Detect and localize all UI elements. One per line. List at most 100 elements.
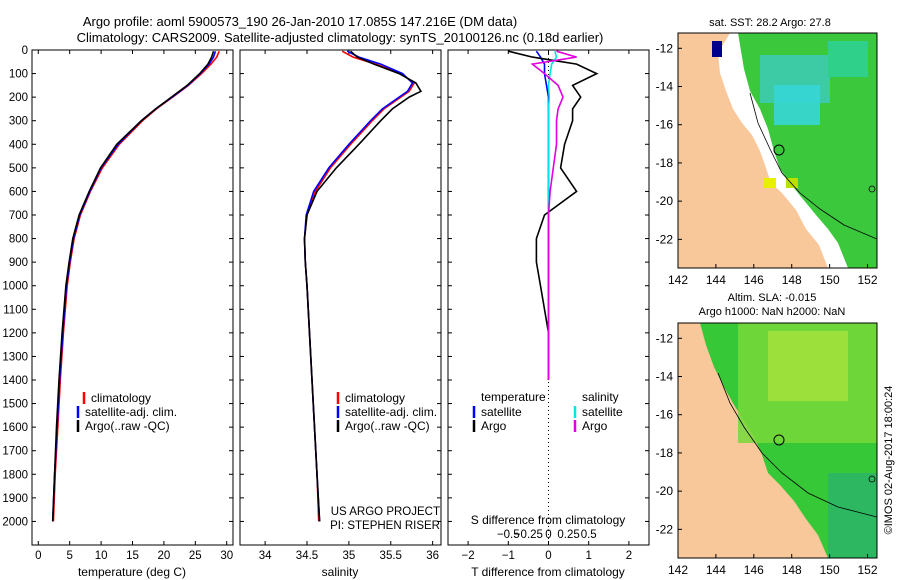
difference-top-xlabel: S difference from climatology [471,513,626,527]
map-x-tick-label: 150 [820,563,840,577]
y-tick-label: 1100 [3,304,28,316]
map-x-tick-label: 148 [782,273,802,287]
map-x-tick-label: 142 [668,563,688,577]
s-tick-label: −0.25 [514,529,543,541]
reef-marker [868,185,876,193]
series-line-climatology [52,50,220,522]
temperature-axes-frame [31,49,234,546]
series-line-temperature-satellite [535,50,550,380]
map-x-tick-label: 142 [668,273,688,287]
difference-legend: temperature salinity satellite Argo sate… [472,390,623,433]
temperature-legend: climatology satellite-adj. clim. Argo(..… [76,391,177,433]
map-x-tick-label: 144 [706,563,726,577]
map-y-tick-label: -22 [656,522,674,536]
x-tick-label: 36 [426,550,439,562]
map-y-tick-label: -12 [656,331,674,345]
sla-map-panel: Altim. SLA: -0.015 Argo h1000: NaN h2000… [656,292,878,577]
legend-s-argo-label: Argo [582,419,608,433]
project-label: US ARGO PROJECT [331,506,440,518]
map-y-tick-label: -16 [656,118,674,132]
y-tick-label: 200 [9,92,28,104]
temperature-xlabel: temperature (deg C) [78,565,186,579]
isobath-1000m [749,92,877,240]
map-y-tick-label: -16 [656,408,674,422]
x-tick-label: 2 [626,550,632,562]
sst-map-frame [677,32,878,269]
map-x-tick-label: 146 [744,273,764,287]
sst-patch-east [828,41,868,77]
y-tick-label: 100 [9,69,28,81]
x-tick-label: 34.5 [296,550,318,562]
y-tick-label: 700 [9,210,28,222]
map-y-tick-label: -20 [656,484,674,498]
x-tick-label: 15 [126,550,139,562]
isobath-1000m [717,372,877,518]
salinity-xlabel: salinity [322,565,359,579]
x-tick-label: 34 [259,550,272,562]
series-line-argo-raw-qc- [303,50,423,522]
sla-map-title-2: Argo h1000: NaN h2000: NaN [699,306,846,318]
series-line-argo-raw-qc- [51,50,215,522]
salinity-panel: 34 34.5 35 35.5 36 salinity climatology sate… [239,49,442,579]
y-tick-label: 500 [9,163,28,175]
salinity-axes-frame [239,49,442,546]
x-tick-label: 10 [95,550,108,562]
legend-t-satellite-label: satellite [481,405,522,419]
y-tick-label: 1600 [2,422,28,434]
map-y-tick-label: -12 [656,41,674,55]
reef-marker [868,475,876,483]
map-y-tick-label: -18 [656,446,674,460]
sst-warm-core [774,85,820,125]
series-line-salinity-argo [530,50,577,380]
legend-salinity-title: salinity [582,390,619,404]
sla-map [678,323,877,558]
series-line-satellite-adj-clim- [51,50,217,522]
series-line-temperature-argo [508,50,599,380]
y-tick-label: 1800 [2,469,28,481]
sla-map-axes: 142 144 146 148 150 152 -12 -14 -16 -18 -20 -22 [656,331,878,577]
map-y-tick-label: -14 [656,79,674,93]
s-tick-label: 0.25 [557,529,579,541]
argo-position-marker [773,144,785,156]
y-tick-label: 1200 [2,328,28,340]
pi-label: PI: STEPHEN RISER [330,520,440,532]
sla-map-frame [677,322,878,559]
y-tick-label: 900 [9,257,28,269]
s-tick-label: 0.5 [581,529,597,541]
map-x-tick-label: 144 [706,273,726,287]
sst-map-title: sat. SST: 28.2 Argo: 27.8 [709,17,831,29]
map-y-tick-label: -18 [656,156,674,170]
x-tick-label: 35.5 [380,550,402,562]
sst-hot-cell [764,178,776,188]
x-tick-label: 1 [585,550,591,562]
y-tick-label: 1700 [2,446,28,458]
x-tick-label: −2 [462,550,475,562]
sst-hot-cell [786,178,798,188]
y-tick-label: 0 [22,45,28,57]
y-tick-label: 800 [9,234,28,246]
sst-map-axes: 142 144 146 148 150 152 -12 -14 -16 -18 -20 -22 [656,41,878,287]
legend-climatology-label: climatology [345,391,405,405]
y-tick-label: 1500 [2,399,28,411]
sst-map [678,33,877,268]
title-line-1: Argo profile: aoml 5900573_190 26-Jan-20… [83,14,517,29]
title-line-2: Climatology: CARS2009. Satellite-adjuste… [77,30,604,45]
map-y-tick-label: -20 [656,194,674,208]
map-y-tick-label: -22 [656,232,674,246]
series-line-satellite-adj-clim- [303,50,414,522]
legend-argo-label: Argo(..raw -QC) [345,419,430,433]
x-tick-label: 20 [158,550,171,562]
y-tick-label: 1300 [2,351,28,363]
timestamp-stamp: ©IMOS 02-Aug-2017 18:00:24 [883,386,895,535]
s-tick-label: −0.5 [497,529,520,541]
y-tick-label: 600 [9,186,28,198]
legend-satellite-label: satellite-adj. clim. [345,405,437,419]
sla-peak-region [768,331,848,401]
map-x-tick-label: 152 [858,273,878,287]
sst-map-panel: sat. SST: 28.2 Argo: 27.8 142 144 146 148 15… [656,17,878,287]
y-tick-label: 1000 [2,281,28,293]
series-line-salinity-satellite [547,50,558,380]
x-tick-label: −1 [502,550,515,562]
